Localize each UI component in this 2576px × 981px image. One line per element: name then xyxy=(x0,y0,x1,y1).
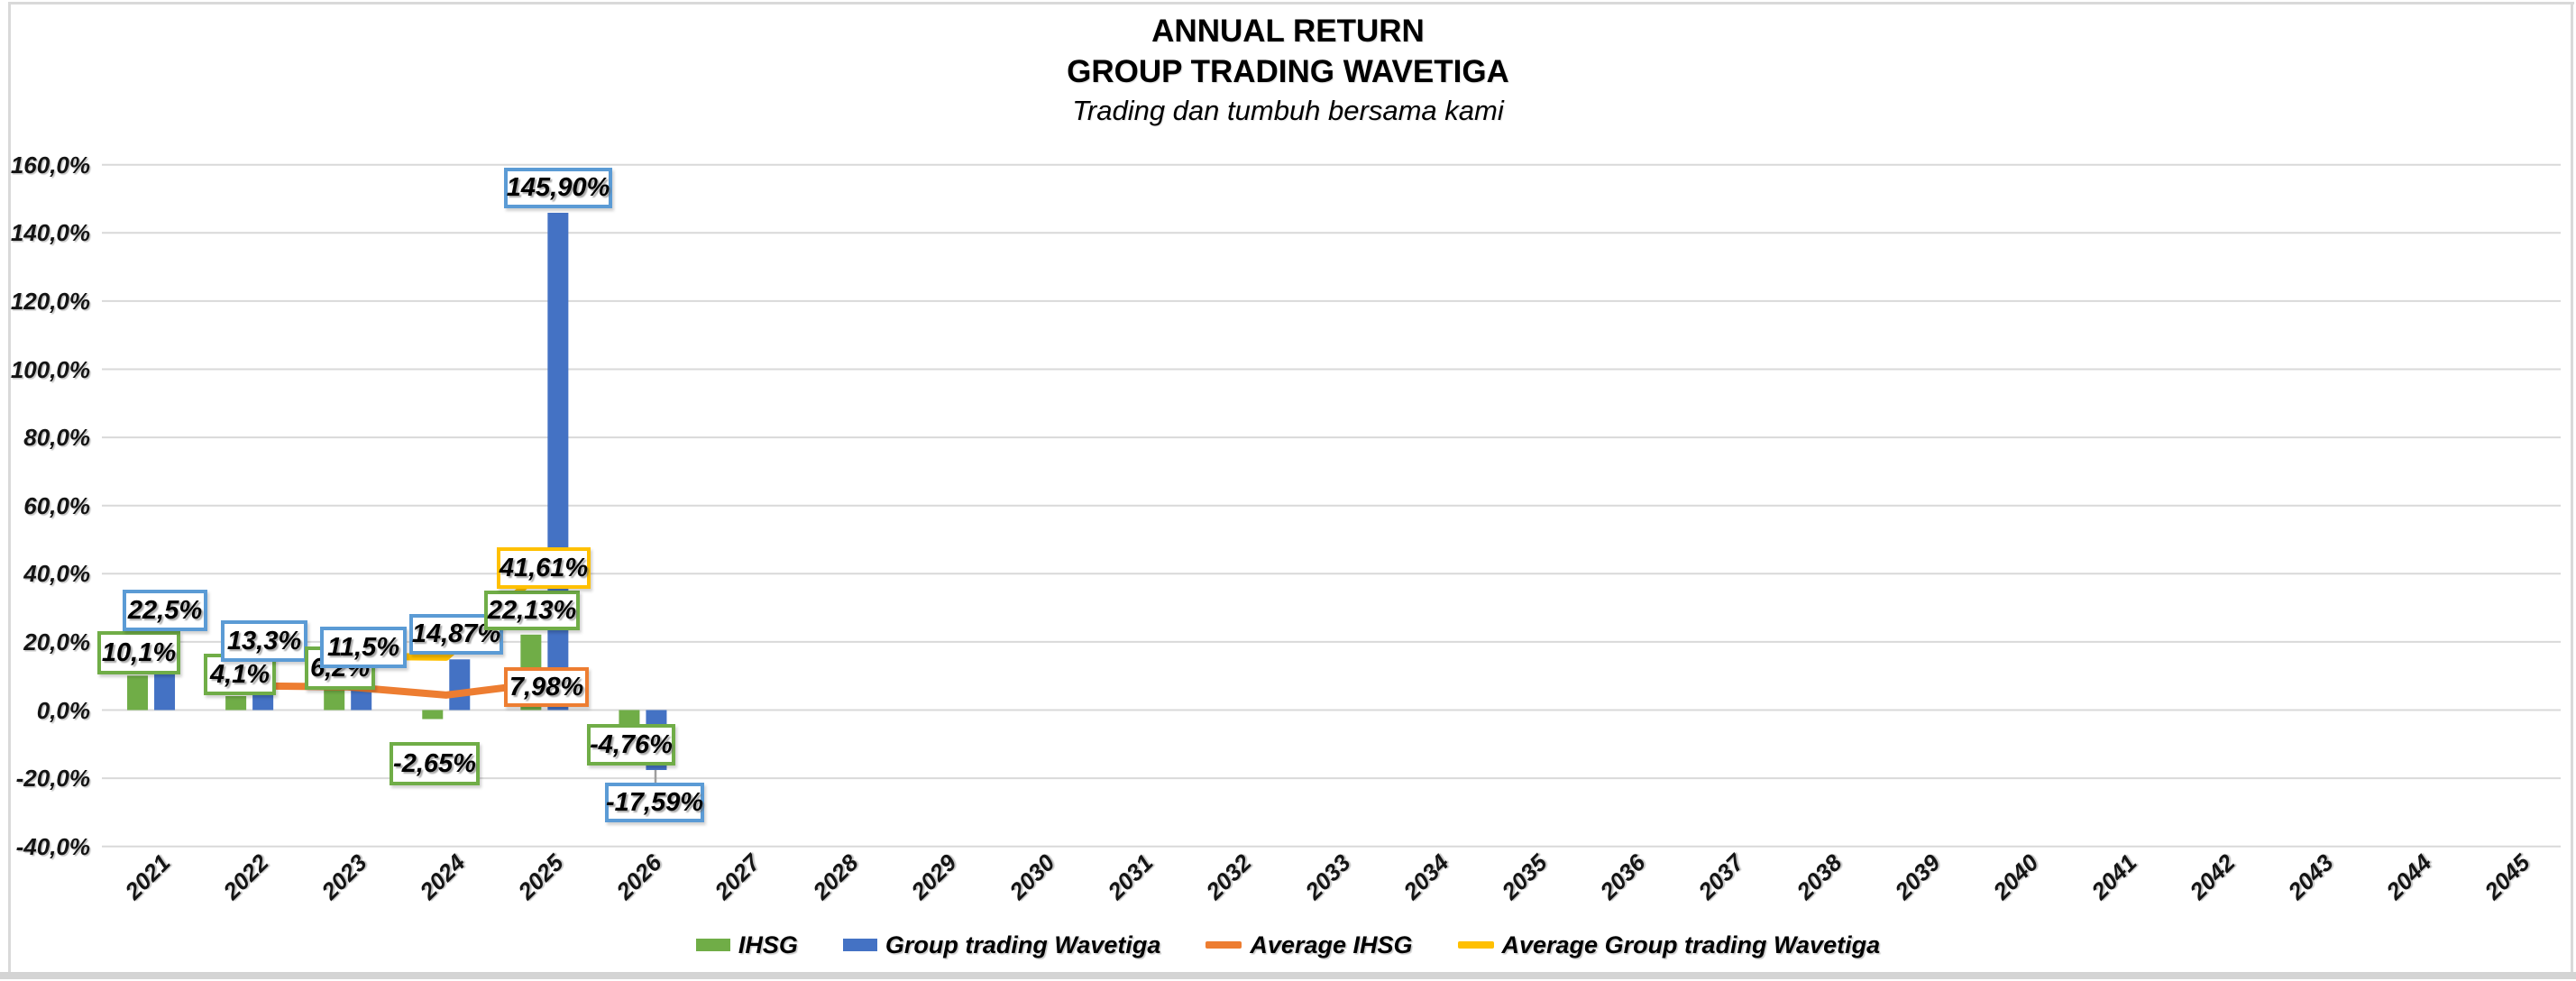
chart-frame-left-border xyxy=(8,2,11,972)
y-tick-label: 20,0% xyxy=(23,628,90,656)
legend-item-average-ihsg: Average IHSG xyxy=(1205,931,1413,959)
y-tick-label: 100,0% xyxy=(10,355,90,383)
legend-swatch-average-group-trading-wavetiga xyxy=(1457,941,1494,949)
data-label-ihsg-2026: -4,76% xyxy=(587,724,675,766)
bar-ihsg xyxy=(422,710,444,720)
window-bottom-edge xyxy=(0,972,2576,979)
chart-subtitle: Trading dan tumbuh bersama kami xyxy=(1072,95,1504,126)
data-label-average-ihsg-2025: 7,98% xyxy=(504,667,589,707)
y-tick-label: 140,0% xyxy=(10,219,90,247)
y-tick-label: 40,0% xyxy=(23,560,90,588)
bar-group-trading-wavetiga xyxy=(547,212,569,711)
legend-swatch-group-trading-wavetiga xyxy=(842,939,877,951)
y-tick-label: -20,0% xyxy=(15,765,90,793)
legend-label: IHSG xyxy=(738,931,798,958)
data-label-group-trading-wavetiga-2026: -17,59% xyxy=(605,783,704,822)
data-label-ihsg-2025: 22,13% xyxy=(484,591,580,630)
data-label-group-trading-wavetiga-2023: 11,5% xyxy=(320,627,407,668)
legend-label: Average IHSG xyxy=(1250,931,1413,958)
bar-ihsg xyxy=(225,696,247,711)
y-tick-label: -40,0% xyxy=(15,832,90,860)
legend-label: Average Group trading Wavetiga xyxy=(1501,931,1881,958)
data-label-group-trading-wavetiga-2025: 145,90% xyxy=(504,167,612,208)
chart-title-block: ANNUAL RETURN GROUP TRADING WAVETIGA Tra… xyxy=(0,11,2576,130)
y-tick-label: 160,0% xyxy=(10,151,90,179)
bar-ihsg xyxy=(127,675,149,711)
legend-label: Group trading Wavetiga xyxy=(885,931,1161,958)
chart-title-line1: ANNUAL RETURN xyxy=(1151,14,1425,49)
data-label-ihsg-2024: -2,65% xyxy=(390,742,480,785)
y-tick-label: 0,0% xyxy=(36,696,90,724)
data-label-group-trading-wavetiga-2022: 13,3% xyxy=(221,620,307,662)
legend-item-ihsg: IHSG xyxy=(695,931,798,959)
y-tick-label: 60,0% xyxy=(23,491,90,519)
y-tick-label: 80,0% xyxy=(23,424,90,452)
bar-ihsg xyxy=(619,710,640,727)
bar-ihsg xyxy=(324,689,345,711)
data-label-group-trading-wavetiga-2021: 22,5% xyxy=(123,590,207,631)
data-label-ihsg-2021: 10,1% xyxy=(97,631,180,674)
legend-item-group-trading-wavetiga: Group trading Wavetiga xyxy=(842,931,1161,959)
legend-item-average-group-trading-wavetiga: Average Group trading Wavetiga xyxy=(1457,931,1881,959)
line-average-ihsg xyxy=(245,679,548,699)
chart-title-line2: GROUP TRADING WAVETIGA xyxy=(1067,54,1509,89)
bar-group-trading-wavetiga xyxy=(449,659,471,711)
legend-swatch-ihsg xyxy=(695,939,730,951)
y-tick-label: 120,0% xyxy=(10,287,90,315)
legend-swatch-average-ihsg xyxy=(1205,941,1242,949)
data-label-average-group-trading-wavetiga-2025: 41,61% xyxy=(497,547,591,589)
legend: IHSG Group trading Wavetiga Average IHSG Av… xyxy=(0,925,2576,965)
chart-frame-top-border xyxy=(8,2,2574,5)
chart-frame-right-border xyxy=(2571,2,2573,972)
